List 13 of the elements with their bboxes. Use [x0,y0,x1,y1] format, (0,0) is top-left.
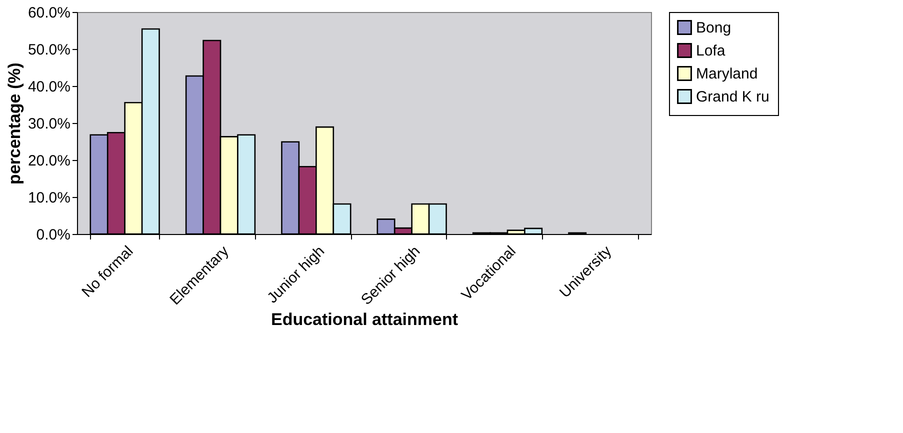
y-tick-label: 30.0% [28,116,70,132]
x-axis-title: Educational attainment [270,310,458,329]
y-tick-label: 20.0% [28,152,70,170]
y-tick-label: 10.0% [28,190,70,206]
y-tick-label: 0.0% [36,226,70,244]
legend-label: Bong [696,20,732,36]
legend-label: Grand K ru [696,88,770,106]
legend-label: Lofa [696,42,726,60]
legend-label: Maryland [696,66,758,82]
y-tick-label: 60.0% [28,4,70,22]
y-tick-label: 50.0% [28,42,70,58]
y-tick-label: 40.0% [28,78,70,96]
y-axis-title: percentage (%) [4,62,24,184]
